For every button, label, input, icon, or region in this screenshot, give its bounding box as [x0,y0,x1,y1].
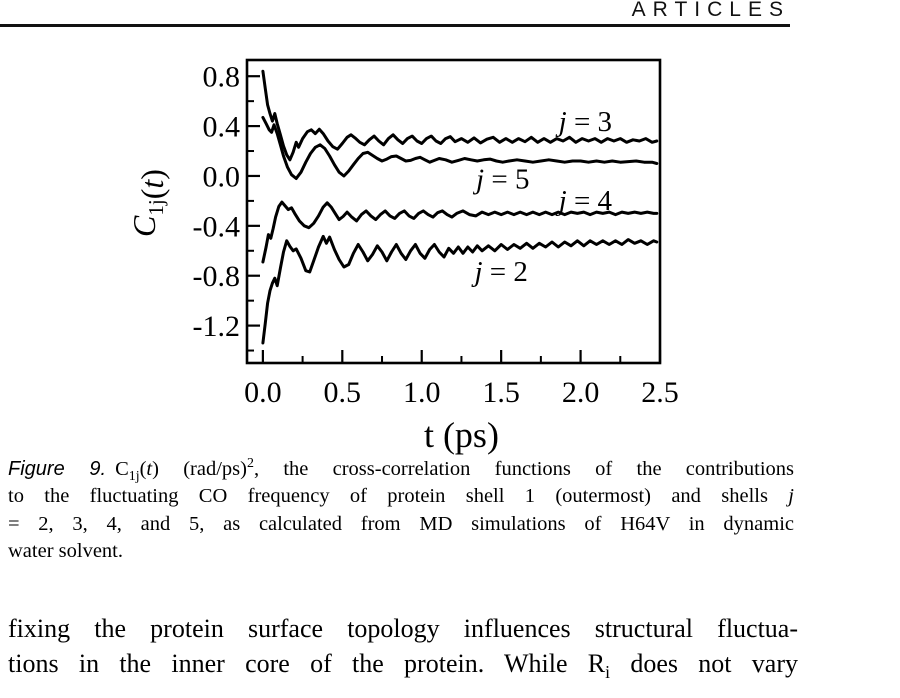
y-axis-title-segment: C [126,215,162,237]
curve-j2 [261,234,659,345]
figure-number-tag: Figure 9. [8,458,107,480]
figure9-chart: 0.0 0.5 1.0 1.5 2.0 2.5 0.8 0.4 0.0 -0.4 -0.8 -1.2 t… [126,58,679,455]
text-segment: to the fluctuating CO frequency of prote… [8,485,789,508]
y-tick-label: 0.8 [203,61,241,94]
curve-label-j5: j = 5 [472,164,529,196]
curve-label-var: j [470,256,482,288]
y-axis-title: C1j(t) [126,169,170,237]
curve-label-var: j [555,185,567,217]
y-axis-title-segment: ( [134,189,170,200]
y-tick-label: -1.2 [193,310,241,343]
text-segment: = 2, 3, 4, and 5, as calculated from MD … [8,512,794,535]
cap-line-4: water solvent. [8,538,794,565]
curve-label-value: = 2 [483,256,528,288]
text-segment: C [115,458,129,480]
x-tick-label: 1.5 [482,376,520,409]
text-segment: tions in the inner core of the protein. … [8,648,606,678]
curve-label-var: j [472,164,484,196]
x-axis-title: t (ps) [424,415,499,455]
cap-line-1: Figure 9. C1j(t) (rad/ps)2, the cross-cor… [8,456,794,485]
y-axis-title-segment: ) [134,169,170,180]
curve-label-var: j [555,106,567,138]
x-tick-label: 0.5 [324,376,362,409]
plot-frame [245,58,662,365]
text-segment: does not vary [610,648,798,678]
text-segment: i [605,661,611,682]
y-tick-label: 0.4 [203,111,241,144]
body-text: fixing the protein surface topology infl… [8,612,798,681]
header-rule [0,24,790,27]
y-tick-label: 0.0 [203,160,241,193]
figure-caption: Figure 9. C1j(t) (rad/ps)2, the cross-cor… [8,456,794,565]
y-tick-label: -0.8 [193,260,241,293]
curve-label-value: = 5 [484,164,529,196]
text-segment: ) (rad/ps) [152,458,247,480]
cap-line-3: = 2, 3, 4, and 5, as calculated from MD … [8,511,794,538]
curve-j4 [261,200,659,264]
text-segment: fixing the protein surface topology infl… [8,614,798,643]
journal-section-label: ARTICLES [631,0,790,21]
curve-label-value: = 4 [567,185,613,217]
x-tick-label: 2.0 [562,376,600,409]
curve-j5 [261,115,659,180]
x-tick-label: 0.0 [244,376,282,409]
text-segment: 1j [128,469,140,485]
curve-label-j2: j = 2 [470,256,527,288]
text-segment: water solvent. [8,539,123,562]
curve-j3 [261,69,659,162]
text-segment: t [146,458,153,480]
text-segment: j [788,485,794,508]
text-segment: ( [139,458,147,480]
x-tick-label: 2.5 [641,376,679,409]
text-segment: 2 [246,456,254,472]
x-tick-label: 1.0 [403,376,441,409]
text-segment: , the cross-correlation functions of the… [253,458,794,480]
body-line-1: fixing the protein surface topology infl… [8,612,798,647]
curve-label-j4: j = 4 [555,185,613,217]
curve-label-j3: j = 3 [555,106,612,138]
body-line-2: tions in the inner core of the protein. … [8,647,798,682]
curve-label-value: = 3 [567,106,612,138]
y-axis-title-segment: t [134,179,170,189]
y-axis-title-segment: 1j [144,199,168,215]
y-tick-label: -0.4 [193,210,241,243]
cap-line-2: to the fluctuating CO frequency of prote… [8,483,794,510]
